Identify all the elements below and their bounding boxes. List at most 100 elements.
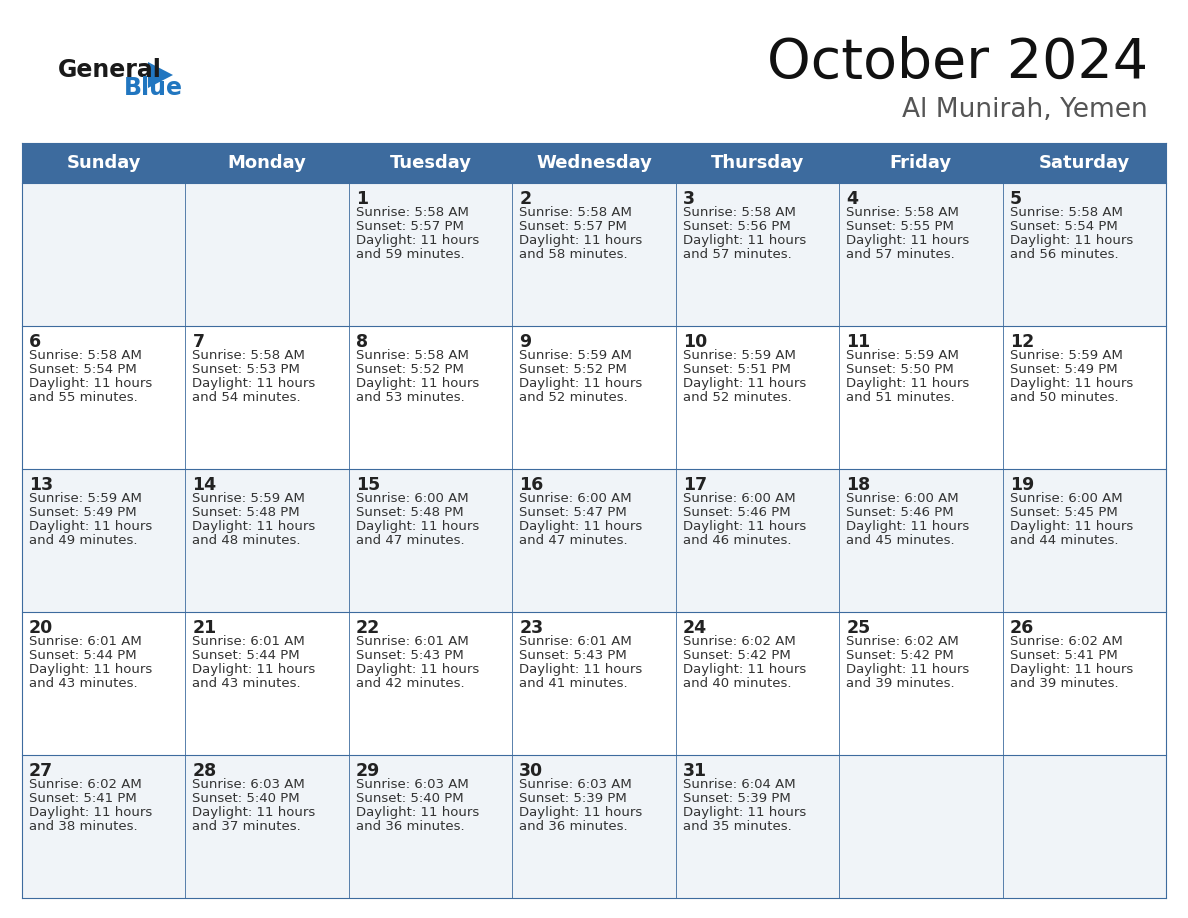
- Bar: [23, 755, 1165, 898]
- Text: Daylight: 11 hours: Daylight: 11 hours: [356, 234, 479, 247]
- Text: Sunrise: 6:02 AM: Sunrise: 6:02 AM: [29, 778, 141, 791]
- Text: Sunrise: 6:02 AM: Sunrise: 6:02 AM: [846, 635, 959, 648]
- Text: Daylight: 11 hours: Daylight: 11 hours: [1010, 377, 1133, 390]
- Text: and 56 minutes.: and 56 minutes.: [1010, 248, 1118, 261]
- Text: Sunset: 5:43 PM: Sunset: 5:43 PM: [519, 649, 627, 662]
- Text: Sunset: 5:48 PM: Sunset: 5:48 PM: [356, 506, 463, 519]
- Text: Sunset: 5:47 PM: Sunset: 5:47 PM: [519, 506, 627, 519]
- Text: Tuesday: Tuesday: [390, 154, 472, 172]
- Text: Daylight: 11 hours: Daylight: 11 hours: [356, 520, 479, 533]
- Text: Sunset: 5:42 PM: Sunset: 5:42 PM: [683, 649, 790, 662]
- Text: 14: 14: [192, 476, 216, 494]
- Text: and 51 minutes.: and 51 minutes.: [846, 391, 955, 404]
- Text: Sunrise: 5:59 AM: Sunrise: 5:59 AM: [192, 492, 305, 505]
- Text: and 42 minutes.: and 42 minutes.: [356, 677, 465, 690]
- Text: and 59 minutes.: and 59 minutes.: [356, 248, 465, 261]
- Text: Sunset: 5:46 PM: Sunset: 5:46 PM: [683, 506, 790, 519]
- Text: Daylight: 11 hours: Daylight: 11 hours: [846, 234, 969, 247]
- Text: 2: 2: [519, 190, 531, 208]
- Text: General: General: [58, 58, 162, 82]
- Text: Monday: Monday: [228, 154, 307, 172]
- Text: Sunrise: 6:00 AM: Sunrise: 6:00 AM: [356, 492, 468, 505]
- Text: 26: 26: [1010, 619, 1034, 637]
- Text: Sunrise: 6:03 AM: Sunrise: 6:03 AM: [192, 778, 305, 791]
- Text: Sunrise: 5:59 AM: Sunrise: 5:59 AM: [29, 492, 141, 505]
- Text: and 37 minutes.: and 37 minutes.: [192, 820, 302, 833]
- Text: Sunset: 5:41 PM: Sunset: 5:41 PM: [1010, 649, 1118, 662]
- Text: Sunrise: 6:00 AM: Sunrise: 6:00 AM: [519, 492, 632, 505]
- Text: 29: 29: [356, 762, 380, 780]
- Text: Sunrise: 6:00 AM: Sunrise: 6:00 AM: [1010, 492, 1123, 505]
- Text: and 48 minutes.: and 48 minutes.: [192, 534, 301, 547]
- Text: and 55 minutes.: and 55 minutes.: [29, 391, 138, 404]
- Text: Daylight: 11 hours: Daylight: 11 hours: [1010, 663, 1133, 676]
- Text: and 38 minutes.: and 38 minutes.: [29, 820, 138, 833]
- Text: and 39 minutes.: and 39 minutes.: [1010, 677, 1118, 690]
- Text: Daylight: 11 hours: Daylight: 11 hours: [683, 234, 805, 247]
- Text: Sunset: 5:39 PM: Sunset: 5:39 PM: [683, 792, 790, 805]
- Text: Sunrise: 6:01 AM: Sunrise: 6:01 AM: [192, 635, 305, 648]
- Text: Sunset: 5:52 PM: Sunset: 5:52 PM: [356, 363, 463, 376]
- Text: 10: 10: [683, 333, 707, 351]
- Text: Sunrise: 6:00 AM: Sunrise: 6:00 AM: [683, 492, 795, 505]
- Text: Daylight: 11 hours: Daylight: 11 hours: [192, 806, 316, 819]
- Text: Daylight: 11 hours: Daylight: 11 hours: [519, 663, 643, 676]
- Text: Daylight: 11 hours: Daylight: 11 hours: [519, 234, 643, 247]
- Text: and 52 minutes.: and 52 minutes.: [519, 391, 628, 404]
- Text: Sunset: 5:52 PM: Sunset: 5:52 PM: [519, 363, 627, 376]
- Text: Daylight: 11 hours: Daylight: 11 hours: [846, 663, 969, 676]
- Text: Sunset: 5:40 PM: Sunset: 5:40 PM: [356, 792, 463, 805]
- Text: Sunset: 5:54 PM: Sunset: 5:54 PM: [1010, 220, 1118, 233]
- Text: Sunrise: 5:58 AM: Sunrise: 5:58 AM: [683, 206, 796, 219]
- Text: Sunset: 5:51 PM: Sunset: 5:51 PM: [683, 363, 790, 376]
- Text: 8: 8: [356, 333, 368, 351]
- Text: Daylight: 11 hours: Daylight: 11 hours: [1010, 234, 1133, 247]
- Text: Daylight: 11 hours: Daylight: 11 hours: [846, 377, 969, 390]
- Text: and 52 minutes.: and 52 minutes.: [683, 391, 791, 404]
- Text: 21: 21: [192, 619, 216, 637]
- Text: and 57 minutes.: and 57 minutes.: [846, 248, 955, 261]
- Text: Friday: Friday: [890, 154, 952, 172]
- Text: Daylight: 11 hours: Daylight: 11 hours: [356, 663, 479, 676]
- Text: Sunset: 5:44 PM: Sunset: 5:44 PM: [29, 649, 137, 662]
- Text: 1: 1: [356, 190, 368, 208]
- Bar: [23, 469, 1165, 612]
- Text: 27: 27: [29, 762, 53, 780]
- Text: Daylight: 11 hours: Daylight: 11 hours: [29, 806, 152, 819]
- Text: Daylight: 11 hours: Daylight: 11 hours: [519, 806, 643, 819]
- Text: Sunset: 5:54 PM: Sunset: 5:54 PM: [29, 363, 137, 376]
- Text: and 43 minutes.: and 43 minutes.: [192, 677, 301, 690]
- Text: 11: 11: [846, 333, 871, 351]
- Text: Daylight: 11 hours: Daylight: 11 hours: [192, 520, 316, 533]
- Text: Blue: Blue: [124, 76, 183, 100]
- Text: Sunrise: 6:00 AM: Sunrise: 6:00 AM: [846, 492, 959, 505]
- Text: Daylight: 11 hours: Daylight: 11 hours: [683, 377, 805, 390]
- Text: Daylight: 11 hours: Daylight: 11 hours: [356, 806, 479, 819]
- Text: Daylight: 11 hours: Daylight: 11 hours: [29, 520, 152, 533]
- Text: 30: 30: [519, 762, 543, 780]
- Text: Daylight: 11 hours: Daylight: 11 hours: [846, 520, 969, 533]
- Text: Sunset: 5:39 PM: Sunset: 5:39 PM: [519, 792, 627, 805]
- Text: Daylight: 11 hours: Daylight: 11 hours: [683, 806, 805, 819]
- Text: Sunrise: 6:01 AM: Sunrise: 6:01 AM: [29, 635, 141, 648]
- Text: Daylight: 11 hours: Daylight: 11 hours: [356, 377, 479, 390]
- Text: Sunrise: 5:59 AM: Sunrise: 5:59 AM: [1010, 349, 1123, 362]
- Text: Sunrise: 5:58 AM: Sunrise: 5:58 AM: [29, 349, 141, 362]
- Text: and 46 minutes.: and 46 minutes.: [683, 534, 791, 547]
- Text: Sunrise: 6:03 AM: Sunrise: 6:03 AM: [356, 778, 468, 791]
- Text: Sunset: 5:49 PM: Sunset: 5:49 PM: [29, 506, 137, 519]
- Text: Sunset: 5:40 PM: Sunset: 5:40 PM: [192, 792, 301, 805]
- Text: Sunrise: 6:02 AM: Sunrise: 6:02 AM: [1010, 635, 1123, 648]
- Text: Sunset: 5:46 PM: Sunset: 5:46 PM: [846, 506, 954, 519]
- Text: Sunset: 5:53 PM: Sunset: 5:53 PM: [192, 363, 301, 376]
- Text: Daylight: 11 hours: Daylight: 11 hours: [29, 377, 152, 390]
- Text: 7: 7: [192, 333, 204, 351]
- Text: and 54 minutes.: and 54 minutes.: [192, 391, 301, 404]
- Text: 9: 9: [519, 333, 531, 351]
- Text: and 47 minutes.: and 47 minutes.: [519, 534, 628, 547]
- Text: and 36 minutes.: and 36 minutes.: [356, 820, 465, 833]
- Text: Sunrise: 5:58 AM: Sunrise: 5:58 AM: [846, 206, 959, 219]
- Text: Sunset: 5:48 PM: Sunset: 5:48 PM: [192, 506, 301, 519]
- Text: Daylight: 11 hours: Daylight: 11 hours: [1010, 520, 1133, 533]
- Text: and 41 minutes.: and 41 minutes.: [519, 677, 628, 690]
